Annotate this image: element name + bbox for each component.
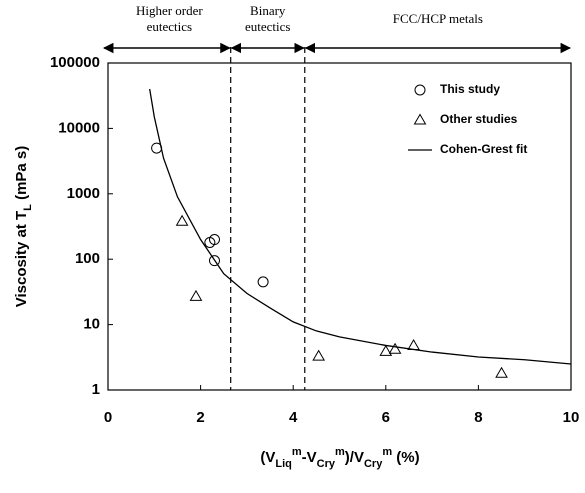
legend-swatch — [413, 113, 427, 125]
legend-label: This study — [440, 82, 500, 96]
x-axis-label-part: Cry — [317, 458, 336, 470]
y-axis-label-part: (mPa s) — [13, 146, 30, 204]
x-axis-label-part: m — [335, 446, 345, 458]
y-axis-label-part: L — [22, 204, 34, 211]
point — [495, 366, 508, 378]
y-tick-label: 100000 — [50, 54, 100, 71]
region-label: Binary — [250, 3, 286, 18]
region-label: eutectics — [245, 19, 290, 34]
plot-frame — [107, 62, 572, 391]
y-axis-label-part: Viscosity at T — [13, 211, 30, 307]
region-label: eutectics — [147, 19, 192, 34]
y-tick-label: 100 — [75, 250, 100, 267]
legend-label: Other studies — [440, 112, 518, 126]
y-axis-label: Viscosity at TL (mPa s) — [13, 146, 34, 308]
x-axis-label-part: Cry — [364, 458, 383, 470]
x-axis-label-part: Liq — [275, 458, 292, 470]
legend-label: Cohen-Grest fit — [440, 142, 527, 156]
point — [189, 289, 203, 301]
x-axis-label-part: -V — [302, 449, 317, 466]
point — [208, 255, 220, 267]
y-tick-label: 10 — [83, 316, 100, 333]
legend-swatch — [414, 84, 426, 96]
y-tick-label: 1 — [92, 381, 100, 398]
fit-line — [149, 88, 572, 365]
x-axis-label-part: (V — [260, 449, 275, 466]
x-axis-label-part: (%) — [392, 449, 420, 466]
y-tick-label: 10000 — [58, 119, 100, 136]
point — [407, 338, 420, 350]
point — [388, 342, 402, 354]
x-tick-label: 8 — [474, 409, 482, 426]
x-axis-label: (VLiqm-VCrym)/VCrym (%) — [260, 446, 419, 470]
x-tick-label: 10 — [563, 409, 580, 426]
x-tick-label: 2 — [196, 409, 204, 426]
region-label: Higher order — [136, 3, 203, 18]
x-tick-label: 0 — [104, 409, 112, 426]
x-tick-label: 6 — [382, 409, 390, 426]
point — [312, 349, 326, 361]
y-tick-label: 1000 — [67, 185, 100, 202]
x-axis-label-part: )/V — [345, 449, 364, 466]
point — [379, 344, 393, 356]
x-axis-label-part: m — [382, 446, 392, 458]
x-tick-label: 4 — [289, 409, 298, 426]
point — [208, 234, 220, 246]
region-label: FCC/HCP metals — [393, 11, 483, 26]
x-axis-label-part: m — [292, 446, 302, 458]
point — [175, 214, 189, 226]
point — [257, 276, 269, 288]
